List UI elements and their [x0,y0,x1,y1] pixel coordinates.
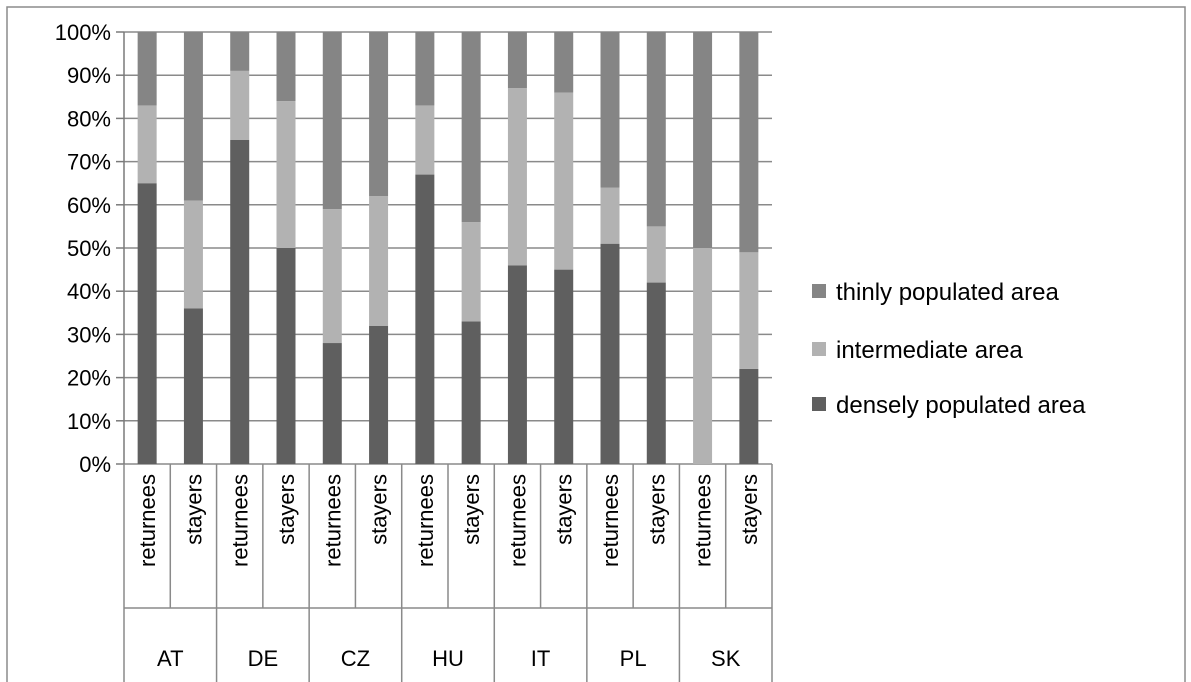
bar-segment-de-returnees-dense [230,140,250,464]
group-label: AT [157,646,183,671]
bar-segment-hu-stayers-thin [461,32,481,223]
bar-segment-de-returnees-intermediate [230,70,250,140]
category-label: stayers [552,474,577,545]
category-label: returnees [320,474,345,567]
y-tick-label: 60% [67,193,111,218]
bar-segment-sk-stayers-thin [739,32,759,253]
legend-label: thinly populated area [836,279,1059,306]
group-label: DE [248,646,279,671]
category-label: stayers [274,474,299,545]
bar-segment-at-returnees-intermediate [137,105,157,184]
y-tick-label: 40% [67,279,111,304]
y-tick-label: 80% [67,106,111,131]
bar-segment-it-returnees-intermediate [507,88,527,266]
bar-segment-sk-stayers-dense [739,368,759,464]
group-label: SK [711,646,741,671]
category-label: stayers [367,474,392,545]
bar-segment-de-stayers-dense [276,248,296,464]
bar-segment-it-stayers-thin [554,32,574,93]
y-tick-label: 100% [55,20,111,45]
bar-segment-at-returnees-dense [137,183,157,464]
group-label: PL [620,646,647,671]
legend-swatch [812,284,826,298]
category-label: returnees [228,474,253,567]
bar-segment-at-stayers-dense [183,308,203,464]
group-label: IT [531,646,551,671]
bar-segment-hu-returnees-intermediate [415,105,435,175]
legend-label: densely populated area [836,392,1086,419]
bar-segment-hu-returnees-thin [415,32,435,106]
category-label: stayers [644,474,669,545]
bar-segment-hu-returnees-dense [415,174,435,464]
y-tick-label: 70% [67,150,111,175]
legend-label: intermediate area [836,337,1023,364]
bar-segment-it-returnees-thin [507,32,527,89]
group-label: HU [432,646,464,671]
category-label: returnees [135,474,160,567]
bar-segment-it-returnees-dense [507,265,527,464]
bar-segment-cz-returnees-thin [322,32,342,210]
bar-segment-pl-stayers-dense [646,282,666,464]
bar-segment-pl-returnees-dense [600,243,620,464]
bar-segment-sk-returnees-intermediate [693,248,713,464]
bar-segment-pl-stayers-intermediate [646,226,666,283]
bar-segment-cz-stayers-intermediate [369,196,389,326]
legend-swatch [812,397,826,411]
bar-segment-de-stayers-intermediate [276,101,296,249]
bar-segment-sk-returnees-thin [693,32,713,248]
bar-segment-pl-returnees-thin [600,32,620,188]
category-label: returnees [505,474,530,567]
category-label: returnees [413,474,438,567]
category-label: returnees [598,474,623,567]
category-label: returnees [691,474,716,567]
y-tick-label: 0% [79,452,111,477]
bar-segment-de-returnees-thin [230,32,250,71]
y-tick-label: 50% [67,236,111,261]
bar-segment-cz-returnees-intermediate [322,209,342,344]
bar-segment-it-stayers-intermediate [554,92,574,270]
bar-segment-it-stayers-dense [554,269,574,464]
bar-segment-at-stayers-intermediate [183,200,203,309]
y-tick-label: 20% [67,366,111,391]
category-label: stayers [181,474,206,545]
y-tick-label: 30% [67,322,111,347]
group-label: CZ [341,646,370,671]
legend-swatch [812,342,826,356]
chart-border [6,6,1186,682]
y-tick-label: 90% [67,63,111,88]
bar-segment-hu-stayers-dense [461,321,481,464]
y-tick-label: 10% [67,409,111,434]
bar-segment-sk-stayers-intermediate [739,252,759,369]
bar-segment-at-stayers-thin [183,32,203,201]
bar-segment-cz-stayers-dense [369,325,389,464]
bar-segment-hu-stayers-intermediate [461,222,481,322]
bar-segment-pl-stayers-thin [646,32,666,227]
bar-segment-pl-returnees-intermediate [600,187,620,244]
category-label: stayers [737,474,762,545]
bar-segment-at-returnees-thin [137,32,157,106]
bar-segment-de-stayers-thin [276,32,296,102]
bar-segment-cz-returnees-dense [322,343,342,464]
bar-segment-cz-stayers-thin [369,32,389,197]
category-label: stayers [459,474,484,545]
